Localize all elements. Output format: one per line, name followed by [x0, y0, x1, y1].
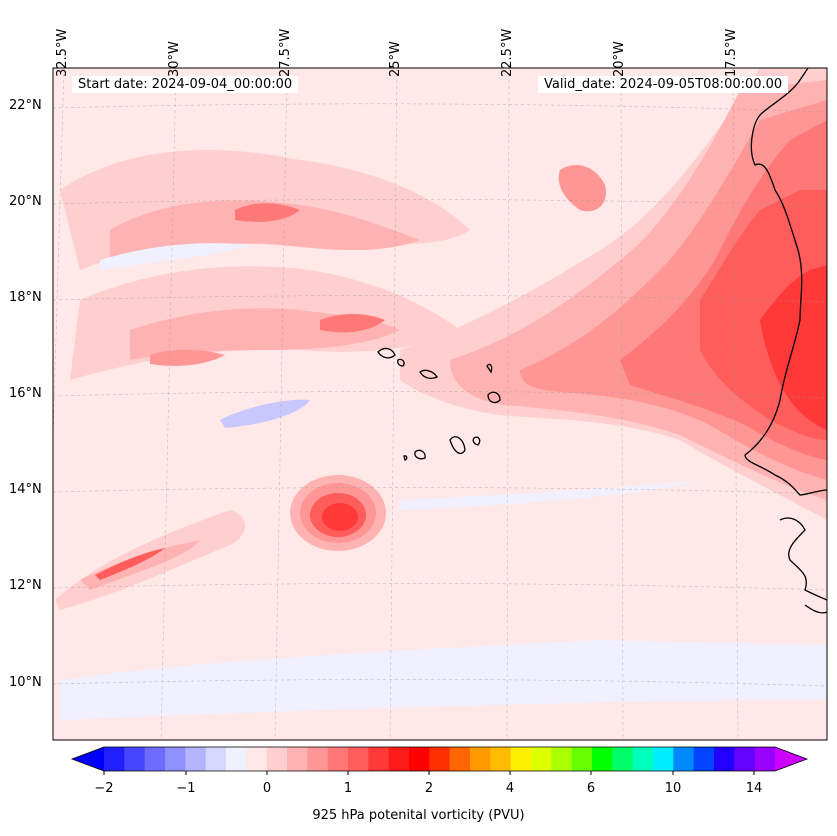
colorbar-label: 925 hPa potenital vorticity (PVU)	[312, 808, 525, 823]
colorbar-tick-label: 10	[664, 781, 682, 796]
lat-tick-label: 16°N	[9, 386, 42, 401]
coastline	[377, 68, 827, 614]
colorbar-bin	[327, 747, 349, 771]
lat-tick-label: 18°N	[9, 290, 42, 305]
colorbar-bin	[653, 747, 674, 771]
colorbar-bin	[693, 747, 715, 771]
colorbar-tick-label: −1	[176, 781, 196, 796]
lon-tick-label: 17.5°W	[724, 28, 739, 77]
graticule	[53, 68, 827, 740]
colorbar-bin	[104, 747, 125, 771]
colorbar-tick-label: 2	[424, 781, 434, 796]
lon-tick-label: 32.5°W	[55, 28, 70, 77]
valid-date-label: Valid_date: 2024-09-05T08:00:00.00	[538, 76, 789, 93]
start-date-label: Start date: 2024-09-04_00:00:00	[72, 76, 299, 93]
colorbar-bin	[754, 747, 776, 771]
colorbar-under-arrow	[72, 747, 104, 771]
colorbar	[70, 746, 809, 775]
colorbar-bin	[571, 747, 593, 771]
colorbar-bin	[612, 747, 634, 771]
colorbar-bin	[531, 747, 552, 771]
colorbar-bin	[734, 747, 756, 771]
lat-tick-label: 20°N	[9, 194, 42, 209]
colorbar-bin	[124, 747, 146, 771]
lon-tick-label: 27.5°W	[278, 28, 293, 77]
colorbar-bin	[592, 747, 613, 771]
lat-tick-label: 14°N	[9, 482, 42, 497]
colorbar-bin	[185, 747, 207, 771]
colorbar-bin	[144, 747, 166, 771]
colorbar-bin	[266, 747, 288, 771]
colorbar-over-arrow	[775, 747, 807, 771]
pv-field	[53, 68, 827, 740]
colorbar-bin	[165, 747, 186, 771]
colorbar-bin	[551, 747, 573, 771]
lat-tick-label: 12°N	[9, 578, 42, 593]
colorbar-bin	[510, 747, 532, 771]
colorbar-bin	[246, 747, 268, 771]
colorbar-bin	[368, 747, 390, 771]
colorbar-bin	[287, 747, 308, 771]
lon-tick-label: 20°W	[612, 41, 627, 77]
colorbar-bin	[429, 747, 451, 771]
colorbar-tick-label: 1	[343, 781, 353, 796]
colorbar-bin	[307, 747, 329, 771]
colorbar-bin	[673, 747, 695, 771]
colorbar-bin	[490, 747, 512, 771]
colorbar-tick-label: −2	[94, 781, 114, 796]
colorbar-bin	[449, 747, 471, 771]
colorbar-tick-label: 14	[745, 781, 763, 796]
colorbar-tick-label: 0	[262, 781, 272, 796]
colorbar-bin	[470, 747, 491, 771]
colorbar-bin	[714, 747, 735, 771]
colorbar-bin	[409, 747, 430, 771]
colorbar-bin	[348, 747, 369, 771]
lon-tick-label: 30°W	[167, 41, 182, 77]
colorbar-bin	[632, 747, 654, 771]
lon-tick-label: 22.5°W	[500, 28, 515, 77]
lon-tick-label: 25°W	[388, 41, 403, 77]
colorbar-tick-label: 4	[505, 781, 515, 796]
colorbar-bin	[205, 747, 227, 771]
colorbar-bin	[226, 747, 247, 771]
colorbar-bin	[388, 747, 410, 771]
lat-tick-label: 22°N	[9, 98, 42, 113]
colorbar-tick-label: 6	[586, 781, 596, 796]
lat-tick-label: 10°N	[9, 675, 42, 690]
